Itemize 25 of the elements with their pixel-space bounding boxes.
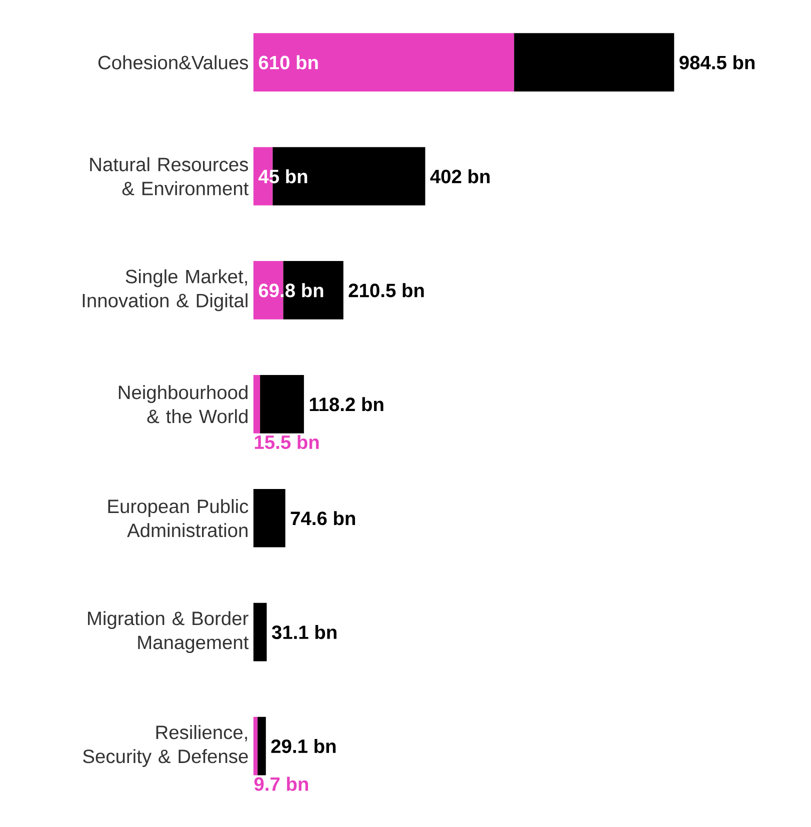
bar (253, 374, 260, 434)
data-label: 15.5 bn (254, 434, 319, 450)
total-label: 118.2 bn (310, 397, 384, 412)
total-label: 74.6 bn (290, 511, 356, 526)
total-label: 29.1 bn (271, 738, 336, 754)
y-tick-label: Natural Resources & Environment (90, 157, 249, 196)
y-tick-label: Neighbourhood & the World (118, 385, 248, 424)
bar (260, 374, 304, 434)
total-label: 984.5 bn (680, 55, 754, 70)
total-label: 210.5 bn (348, 283, 424, 298)
y-tick-label: Resilience, Security & Defense (83, 725, 248, 767)
bar (514, 33, 674, 92)
bar (253, 488, 286, 548)
bar (253, 602, 267, 662)
data-label: 9.7 bn (254, 776, 308, 791)
bar (253, 33, 514, 92)
total-label: 31.1 bn (272, 625, 336, 640)
data-label: 610 bn (258, 55, 318, 70)
y-tick-label: Single Market, Innovation & Digital (82, 269, 248, 312)
y-tick-label: European Public Administration (108, 499, 248, 538)
total-label: 402 bn (430, 169, 490, 184)
y-tick-label: Cohesion&Values (98, 55, 248, 70)
y-tick-label: Migration & Border Management (88, 611, 249, 654)
bar (253, 716, 258, 776)
bar (258, 716, 266, 776)
